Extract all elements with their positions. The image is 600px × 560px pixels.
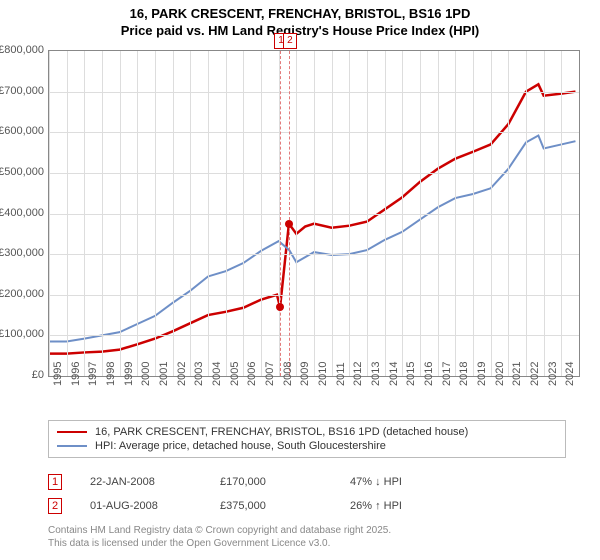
transactions-table: 1 22-JAN-2008 £170,000 47% ↓ HPI 2 01-AU… — [48, 470, 548, 518]
vref-marker: 2 — [283, 33, 297, 49]
x-tick-label: 1998 — [105, 362, 117, 386]
trans-vs-hpi: 47% ↓ HPI — [350, 476, 480, 488]
y-tick-label: £600,000 — [0, 125, 44, 137]
trans-vs-hpi: 26% ↑ HPI — [350, 500, 480, 512]
trans-date: 01-AUG-2008 — [90, 500, 220, 512]
title-line-1: 16, PARK CRESCENT, FRENCHAY, BRISTOL, BS… — [10, 6, 590, 23]
y-tick-label: £0 — [32, 369, 44, 381]
x-tick-label: 1995 — [52, 362, 64, 386]
legend-row: HPI: Average price, detached house, Sout… — [57, 439, 557, 453]
x-tick-label: 2011 — [335, 362, 347, 386]
x-tick-label: 1996 — [70, 362, 82, 386]
x-tick-label: 2012 — [352, 362, 364, 386]
x-tick-label: 2004 — [211, 362, 223, 386]
price-point-dot — [285, 220, 293, 228]
credits: Contains HM Land Registry data © Crown c… — [48, 524, 548, 550]
x-tick-label: 2010 — [317, 362, 329, 386]
x-tick-label: 2019 — [476, 362, 488, 386]
x-tick-label: 2018 — [458, 362, 470, 386]
x-tick-label: 2003 — [193, 362, 205, 386]
x-tick-label: 2005 — [229, 362, 241, 386]
x-axis: 1995199619971998199920002001200220032004… — [48, 378, 578, 418]
y-axis: £0£100,000£200,000£300,000£400,000£500,0… — [0, 50, 46, 375]
credits-line: This data is licensed under the Open Gov… — [48, 537, 548, 550]
table-row: 2 01-AUG-2008 £375,000 26% ↑ HPI — [48, 494, 548, 518]
chart-title: 16, PARK CRESCENT, FRENCHAY, BRISTOL, BS… — [0, 0, 600, 40]
x-tick-label: 2008 — [282, 362, 294, 386]
x-tick-label: 2001 — [158, 362, 170, 386]
x-tick-label: 1999 — [123, 362, 135, 386]
x-tick-label: 2023 — [547, 362, 559, 386]
trans-marker: 1 — [48, 474, 62, 490]
x-tick-label: 2020 — [494, 362, 506, 386]
trans-marker: 2 — [48, 498, 62, 514]
trans-price: £170,000 — [220, 476, 350, 488]
legend: 16, PARK CRESCENT, FRENCHAY, BRISTOL, BS… — [48, 420, 566, 458]
x-tick-label: 2006 — [246, 362, 258, 386]
y-tick-label: £800,000 — [0, 44, 44, 56]
y-tick-label: £200,000 — [0, 288, 44, 300]
y-tick-label: £500,000 — [0, 166, 44, 178]
x-tick-label: 1997 — [87, 362, 99, 386]
x-tick-label: 2009 — [299, 362, 311, 386]
title-line-2: Price paid vs. HM Land Registry's House … — [10, 23, 590, 40]
legend-swatch-red — [57, 431, 87, 433]
x-tick-label: 2002 — [176, 362, 188, 386]
legend-swatch-blue — [57, 445, 87, 447]
y-tick-label: £700,000 — [0, 85, 44, 97]
legend-row: 16, PARK CRESCENT, FRENCHAY, BRISTOL, BS… — [57, 425, 557, 439]
legend-label: HPI: Average price, detached house, Sout… — [95, 440, 386, 452]
credits-line: Contains HM Land Registry data © Crown c… — [48, 524, 548, 537]
x-tick-label: 2017 — [441, 362, 453, 386]
trans-price: £375,000 — [220, 500, 350, 512]
x-tick-label: 2000 — [140, 362, 152, 386]
chart-container: 16, PARK CRESCENT, FRENCHAY, BRISTOL, BS… — [0, 0, 600, 560]
y-tick-label: £300,000 — [0, 247, 44, 259]
plot-area: 12 — [48, 50, 580, 377]
x-tick-label: 2021 — [511, 362, 523, 386]
x-tick-label: 2016 — [423, 362, 435, 386]
y-tick-label: £400,000 — [0, 207, 44, 219]
x-tick-label: 2022 — [529, 362, 541, 386]
trans-date: 22-JAN-2008 — [90, 476, 220, 488]
price-point-dot — [276, 303, 284, 311]
x-tick-label: 2014 — [388, 362, 400, 386]
x-tick-label: 2024 — [564, 362, 576, 386]
y-tick-label: £100,000 — [0, 328, 44, 340]
x-tick-label: 2013 — [370, 362, 382, 386]
legend-label: 16, PARK CRESCENT, FRENCHAY, BRISTOL, BS… — [95, 426, 468, 438]
x-tick-label: 2007 — [264, 362, 276, 386]
x-tick-label: 2015 — [405, 362, 417, 386]
table-row: 1 22-JAN-2008 £170,000 47% ↓ HPI — [48, 470, 548, 494]
